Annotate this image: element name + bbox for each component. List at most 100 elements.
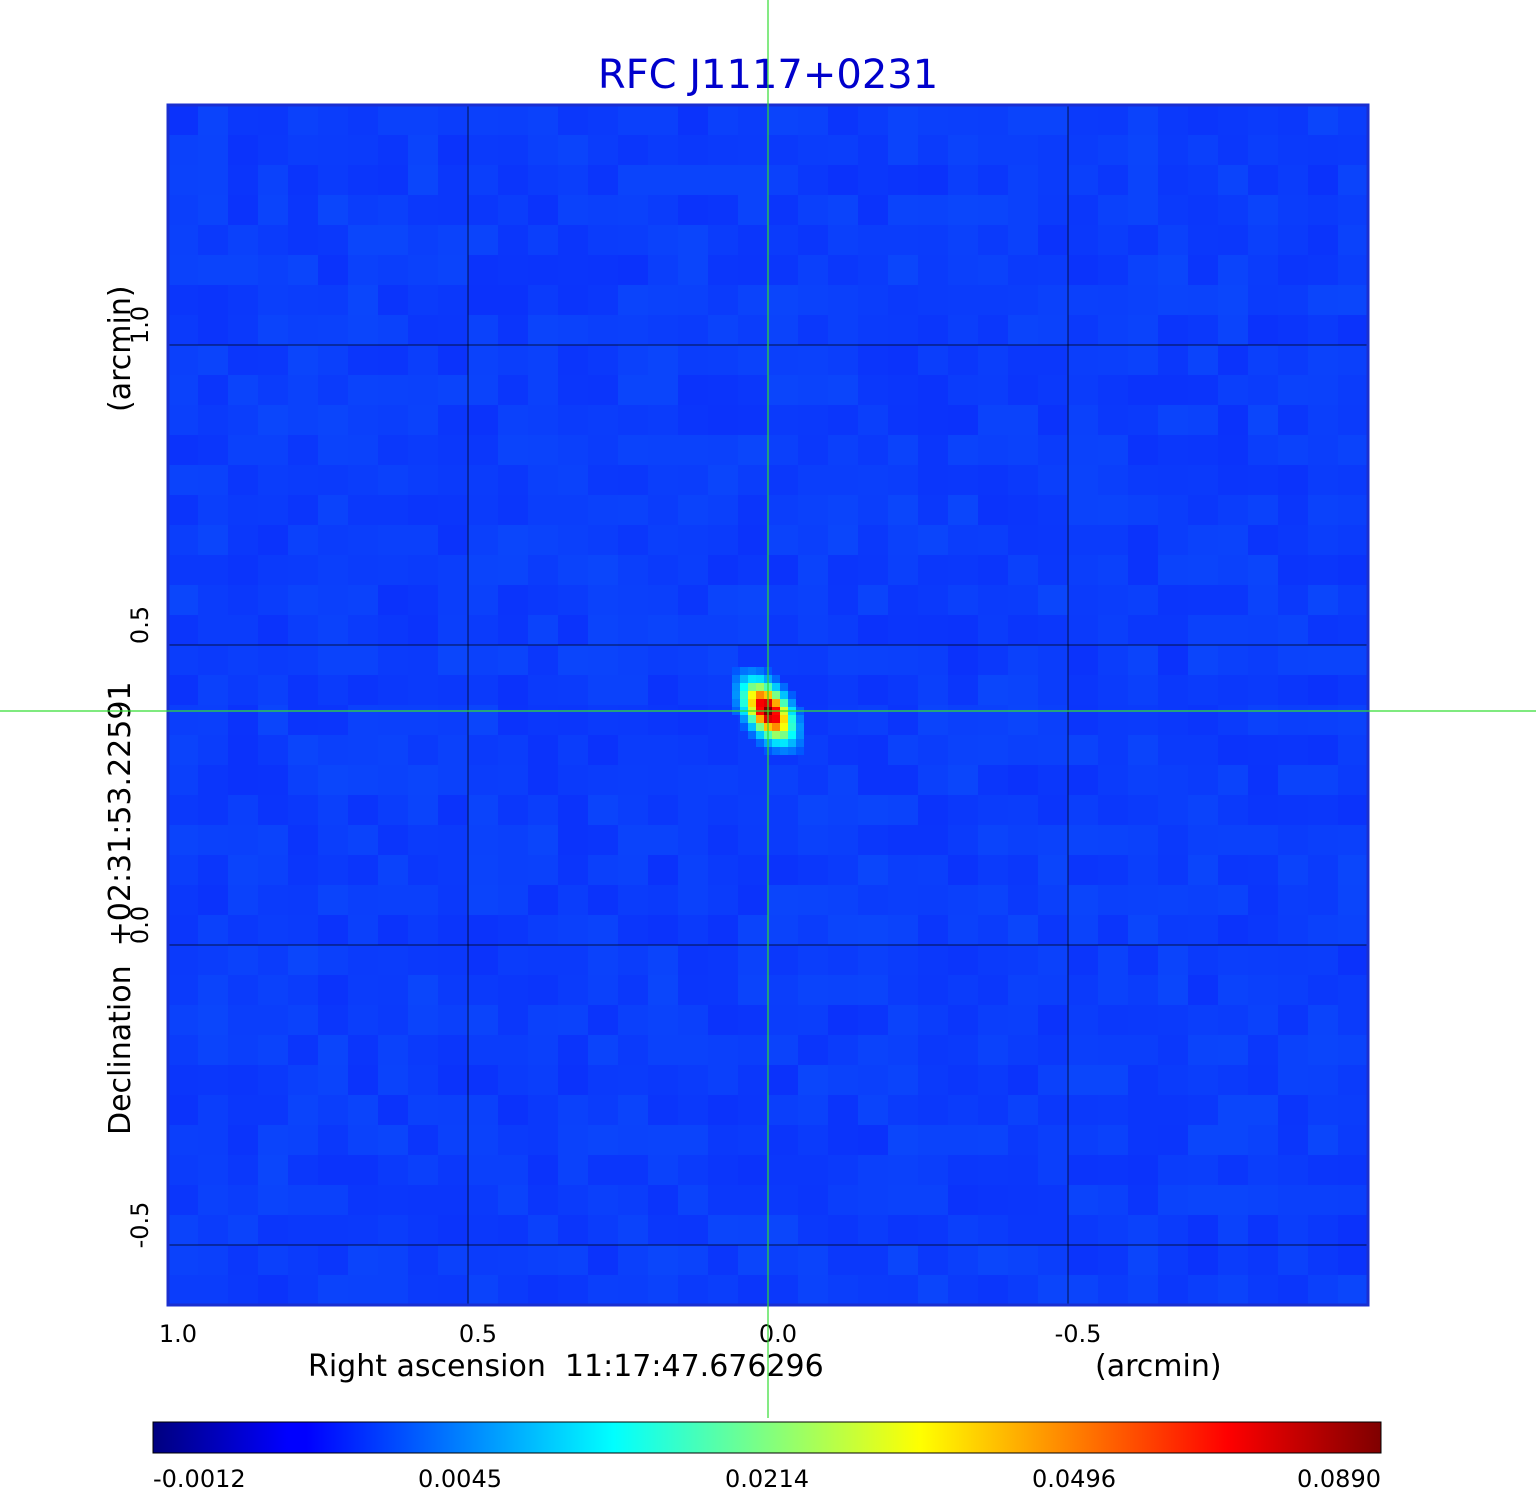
noise-cell <box>498 345 528 375</box>
noise-cell <box>258 885 288 915</box>
noise-cell <box>618 1275 648 1305</box>
noise-cell <box>228 705 258 735</box>
noise-cell <box>1158 1095 1188 1125</box>
noise-cell <box>828 465 858 495</box>
noise-cell <box>1008 615 1038 645</box>
noise-cell <box>768 585 798 615</box>
noise-cell <box>948 855 978 885</box>
noise-cell <box>258 375 288 405</box>
noise-cell <box>348 495 378 525</box>
noise-cell <box>168 135 198 165</box>
noise-cell <box>828 285 858 315</box>
noise-cell <box>1308 195 1338 225</box>
noise-cell <box>738 1155 768 1185</box>
noise-cell <box>1038 285 1068 315</box>
noise-cell <box>1278 885 1308 915</box>
noise-cell <box>168 1155 198 1185</box>
noise-cell <box>378 885 408 915</box>
source-pixel <box>756 715 764 723</box>
noise-cell <box>768 1065 798 1095</box>
noise-cell <box>198 1095 228 1125</box>
noise-cell <box>378 675 408 705</box>
noise-cell <box>768 405 798 435</box>
noise-cell <box>678 525 708 555</box>
noise-cell <box>318 285 348 315</box>
noise-cell <box>1038 1275 1068 1305</box>
noise-cell <box>1098 1275 1128 1305</box>
noise-cell <box>348 345 378 375</box>
noise-cell <box>768 315 798 345</box>
noise-cell <box>408 525 438 555</box>
noise-cell <box>828 915 858 945</box>
noise-cell <box>858 375 888 405</box>
noise-cell <box>708 1245 738 1275</box>
noise-cell <box>558 1155 588 1185</box>
noise-cell <box>228 585 258 615</box>
noise-cell <box>738 915 768 945</box>
noise-cell <box>648 405 678 435</box>
noise-cell <box>768 255 798 285</box>
noise-cell <box>1128 615 1158 645</box>
noise-cell <box>918 585 948 615</box>
noise-cell <box>438 405 468 435</box>
noise-cell <box>828 1185 858 1215</box>
noise-cell <box>708 315 738 345</box>
noise-cell <box>1218 1215 1248 1245</box>
noise-cell <box>348 195 378 225</box>
noise-cell <box>498 885 528 915</box>
noise-cell <box>258 165 288 195</box>
noise-cell <box>978 1005 1008 1035</box>
noise-cell <box>618 555 648 585</box>
noise-cell <box>1338 195 1368 225</box>
noise-cell <box>678 375 708 405</box>
noise-cell <box>258 795 288 825</box>
noise-cell <box>1008 1125 1038 1155</box>
source-pixel <box>788 715 796 723</box>
noise-cell <box>1278 1095 1308 1125</box>
noise-cell <box>1068 765 1098 795</box>
noise-cell <box>198 105 228 135</box>
noise-cell <box>648 705 678 735</box>
noise-cell <box>348 135 378 165</box>
noise-cell <box>1038 405 1068 435</box>
noise-cell <box>468 1125 498 1155</box>
noise-cell <box>1068 1155 1098 1185</box>
x-tick-label: 0.0 <box>759 1320 797 1348</box>
noise-cell <box>1338 795 1368 825</box>
noise-cell <box>1038 825 1068 855</box>
noise-cell <box>1038 465 1068 495</box>
noise-cell <box>468 585 498 615</box>
source-pixel <box>780 739 788 747</box>
noise-cell <box>258 1005 288 1035</box>
noise-cell <box>438 855 468 885</box>
noise-cell <box>1278 315 1308 345</box>
noise-cell <box>1248 1275 1278 1305</box>
noise-cell <box>438 1065 468 1095</box>
noise-cell <box>708 975 738 1005</box>
noise-cell <box>1128 645 1158 675</box>
noise-cell <box>1008 225 1038 255</box>
noise-cell <box>1308 1185 1338 1215</box>
noise-cell <box>318 1155 348 1185</box>
noise-cell <box>198 855 228 885</box>
noise-cell <box>558 1125 588 1155</box>
noise-cell <box>318 375 348 405</box>
source-pixel <box>732 675 740 683</box>
noise-cell <box>288 1125 318 1155</box>
noise-cell <box>288 255 318 285</box>
noise-cell <box>528 495 558 525</box>
noise-cell <box>678 1275 708 1305</box>
noise-cell <box>1128 705 1158 735</box>
noise-cell <box>738 225 768 255</box>
noise-cell <box>678 405 708 435</box>
noise-cell <box>1188 1245 1218 1275</box>
noise-cell <box>588 465 618 495</box>
noise-cell <box>288 1215 318 1245</box>
noise-cell <box>468 1095 498 1125</box>
noise-cell <box>318 1125 348 1155</box>
noise-cell <box>318 1245 348 1275</box>
noise-cell <box>1278 975 1308 1005</box>
noise-cell <box>378 855 408 885</box>
noise-cell <box>258 1035 288 1065</box>
noise-cell <box>1098 315 1128 345</box>
